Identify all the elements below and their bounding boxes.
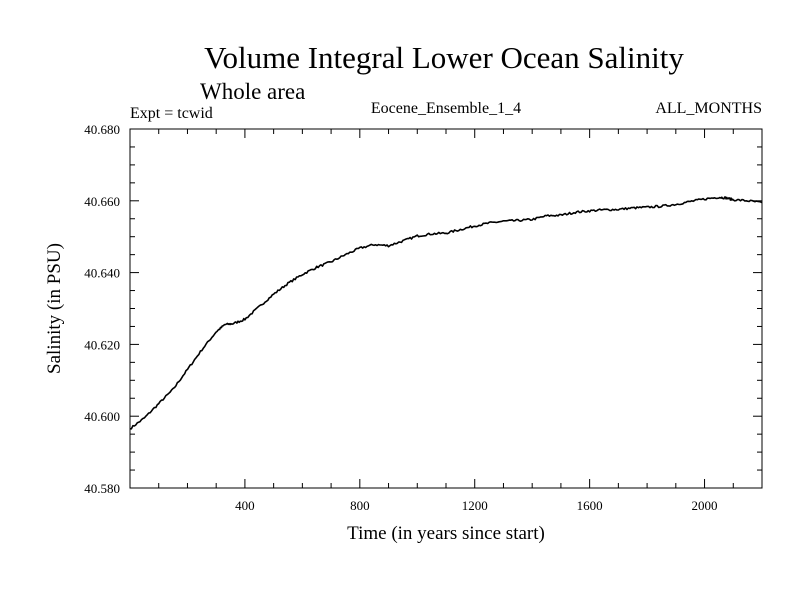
- y-tick-label: 40.620: [84, 337, 120, 352]
- axis-ticks: [130, 129, 762, 488]
- chart-title: Volume Integral Lower Ocean Salinity: [204, 40, 684, 75]
- x-tick-label: 1200: [462, 498, 488, 513]
- salinity-series-line: [130, 196, 763, 430]
- x-tick-label: 1600: [577, 498, 603, 513]
- x-tick-label: 2000: [692, 498, 718, 513]
- y-tick-label: 40.640: [84, 266, 120, 281]
- plot-frame: [129, 128, 763, 489]
- x-tick-label: 800: [350, 498, 370, 513]
- chart-subtitle: Whole area: [200, 79, 305, 104]
- ensemble-label: Eocene_Ensemble_1_4: [371, 100, 521, 117]
- x-tick-label: 400: [235, 498, 255, 513]
- x-axis-label: Time (in years since start): [347, 523, 545, 544]
- y-tick-label: 40.680: [84, 122, 120, 137]
- y-tick-label: 40.660: [84, 194, 120, 209]
- months-label: ALL_MONTHS: [655, 100, 762, 117]
- axis-tick-labels: 400 800 1200 1600 2000 40.580 40.600 40.620 40.6…: [84, 122, 717, 513]
- y-tick-label: 40.580: [84, 481, 120, 496]
- y-tick-label: 40.600: [84, 409, 120, 424]
- y-axis-label: Salinity (in PSU): [44, 243, 65, 374]
- experiment-label: Expt = tcwid: [130, 105, 213, 122]
